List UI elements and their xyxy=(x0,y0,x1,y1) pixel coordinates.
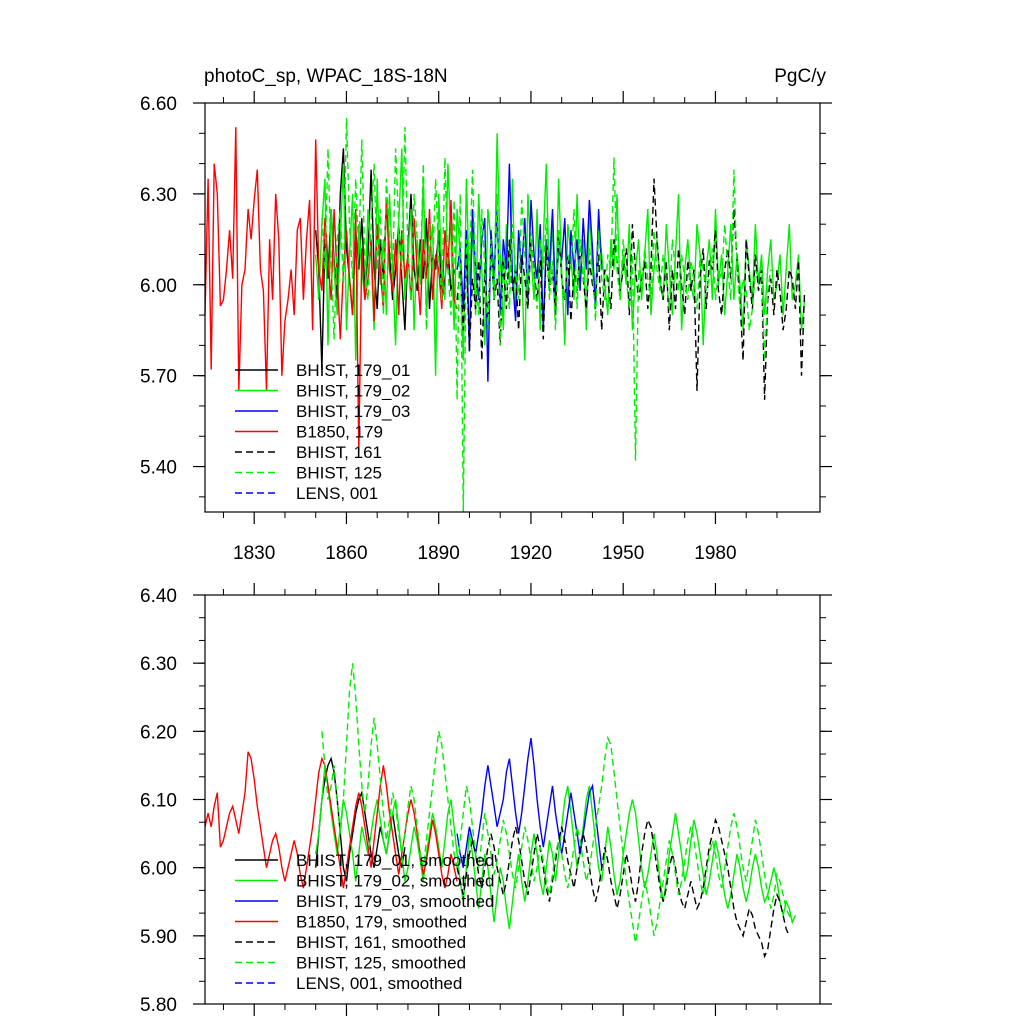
x-tick-label: 1890 xyxy=(418,543,460,564)
legend-entry: B1850, 179, smoothed xyxy=(296,913,467,932)
legend-entry: BHIST, 161, smoothed xyxy=(296,933,466,952)
x-tick-label: 1830 xyxy=(233,543,275,564)
y-tick-label: 6.40 xyxy=(140,586,177,607)
x-tick-label: 1860 xyxy=(325,543,367,564)
series-line-4 xyxy=(204,127,458,452)
series-line-4 xyxy=(204,751,458,889)
y-tick-label: 6.30 xyxy=(140,185,177,206)
y-tick-label: 6.10 xyxy=(140,791,177,812)
top-panel: photoC_sp, WPAC_18S-18N PgC/y 5.40 5.70 6.… xyxy=(140,66,832,564)
series-line-5 xyxy=(456,817,790,959)
legend-entry: BHIST, 179_01, smoothed xyxy=(296,851,494,870)
top-axes: 5.40 5.70 6.00 6.30 6.60 1830 1860 1890 1920 1950… xyxy=(140,91,832,564)
x-tick-label: 1920 xyxy=(510,543,552,564)
series-line-6 xyxy=(321,663,793,943)
y-tick-label: 6.20 xyxy=(140,722,177,743)
series-line-6 xyxy=(321,118,772,513)
legend-entry: BHIST, 179_03 xyxy=(296,402,410,421)
top-series-group xyxy=(204,118,806,513)
legend-entry: BHIST, 179_02 xyxy=(296,382,410,401)
y-tick-label: 6.60 xyxy=(140,94,177,115)
legend-entry: BHIST, 179_03, smoothed xyxy=(296,892,494,911)
y-tick-label: 5.70 xyxy=(140,367,177,388)
y-tick-label: 5.80 xyxy=(140,995,177,1016)
legend-entry: BHIST, 161 xyxy=(296,443,382,462)
x-tick-label: 1980 xyxy=(694,543,736,564)
x-tick-label: 1950 xyxy=(602,543,644,564)
legend-entry: BHIST, 125, smoothed xyxy=(296,954,466,973)
bottom-panel: 5.80 5.90 6.00 6.10 6.20 6.30 6.40 BHIST, 179_… xyxy=(140,583,832,1016)
bottom-series-group xyxy=(204,663,797,959)
y-tick-label: 6.00 xyxy=(140,276,177,297)
legend-entry: BHIST, 179_02, smoothed xyxy=(296,872,494,891)
y-tick-label: 6.30 xyxy=(140,654,177,675)
series-line-2 xyxy=(315,765,797,930)
bottom-legend: BHIST, 179_01, smoothed BHIST, 179_02, sm… xyxy=(235,851,494,993)
legend-entry: LENS, 001 xyxy=(296,484,378,503)
bottom-axes: 5.80 5.90 6.00 6.10 6.20 6.30 6.40 xyxy=(140,583,832,1016)
legend-entry: B1850, 179 xyxy=(296,423,383,442)
y-tick-label: 5.40 xyxy=(140,458,177,479)
chart-title: photoC_sp, WPAC_18S-18N xyxy=(204,66,448,87)
units-label: PgC/y xyxy=(774,66,826,87)
series-line-3 xyxy=(456,737,603,868)
y-tick-label: 5.90 xyxy=(140,927,177,948)
legend-entry: BHIST, 125 xyxy=(296,464,382,483)
legend-entry: BHIST, 179_01 xyxy=(296,361,410,380)
y-tick-label: 6.00 xyxy=(140,859,177,880)
legend-entry: LENS, 001, smoothed xyxy=(296,974,462,993)
plot-frame xyxy=(204,102,821,513)
